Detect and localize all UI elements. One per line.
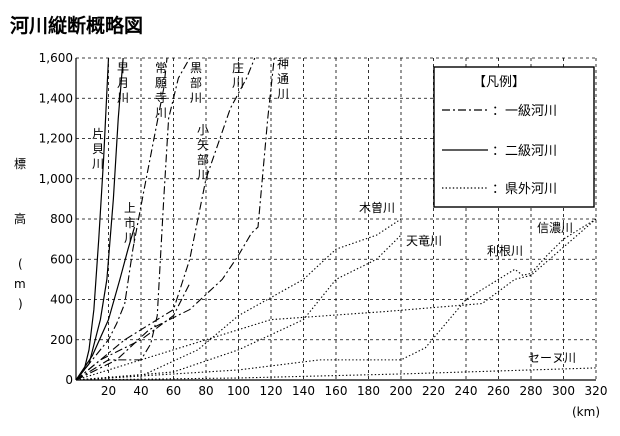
y-tick-label: 0 [65, 373, 73, 387]
x-tick-label: 140 [292, 384, 315, 398]
legend-label: ：二級河川 [492, 144, 557, 159]
y-tick-label: 1,000 [39, 172, 73, 186]
legend-label: ：県外河川 [492, 182, 557, 197]
x-tick-label: 280 [520, 384, 543, 398]
legend-label: ：一級河川 [492, 104, 557, 119]
x-tick-label: 240 [455, 384, 478, 398]
series-label: 木曽川 [359, 200, 395, 215]
series-label: 上市川 [124, 201, 136, 245]
series-label: 小矢部川 [197, 123, 209, 182]
tick-labels: 20 40 60 80 100 120 140 160 180 200 220 240 260 280 30… [39, 51, 608, 398]
series-label: 利根川 [487, 244, 523, 258]
chart-title: 河川縦断概略図 [10, 14, 143, 37]
series-line-7 [75, 57, 256, 381]
x-tick-label: 180 [357, 384, 380, 398]
x-tick-label: 300 [552, 384, 575, 398]
series-line-9 [75, 218, 402, 381]
y-tick-label: 600 [50, 252, 73, 266]
legend-title: 【凡例】 [473, 75, 525, 90]
series-label: 片貝川 [92, 127, 104, 171]
y-tick-label: 200 [50, 333, 73, 347]
y-tick-label: 1,200 [39, 132, 73, 146]
series-label: 常願寺川 [155, 61, 167, 120]
y-tick-label: 400 [50, 293, 73, 307]
legend: 【凡例】 ：一級河川 ：二級河川 ：県外河川 [433, 66, 595, 208]
x-tick-label: 160 [325, 384, 348, 398]
y-tick-label: 1,600 [39, 51, 73, 65]
y-axis-label-text: 標高(m) [14, 157, 26, 311]
x-tick-label: 100 [227, 384, 250, 398]
series-line-10 [75, 234, 402, 381]
series-label: 信濃川 [537, 221, 573, 235]
x-tick-label: 200 [390, 384, 413, 398]
legend-box [433, 66, 595, 208]
series-line-5 [75, 57, 191, 381]
series-layer [75, 57, 597, 381]
series-line-4 [75, 57, 168, 381]
x-axis-unit: (km) [572, 405, 600, 419]
series-label: セーヌ川 [528, 351, 576, 365]
x-tick-label: 40 [133, 384, 148, 398]
series-line-11 [75, 218, 597, 381]
series-line-3 [75, 226, 136, 381]
y-tick-label: 800 [50, 212, 73, 226]
series-label: 早月川 [117, 61, 129, 105]
y-tick-label: 1,400 [39, 91, 73, 105]
y-axis-label: 標高(m) [14, 157, 26, 311]
x-tick-label: 220 [422, 384, 445, 398]
axes [75, 58, 596, 381]
series-label: 天竜川 [406, 234, 442, 248]
series-label: 神通川 [277, 57, 289, 101]
x-tick-label: 120 [260, 384, 283, 398]
x-tick-label: 80 [198, 384, 213, 398]
x-tick-label: 260 [487, 384, 510, 398]
series-line-8 [75, 57, 275, 381]
series-label: 庄川 [232, 60, 244, 90]
x-tick-label: 320 [585, 384, 608, 398]
series-label: 黒部川 [190, 61, 202, 105]
x-tick-label: 20 [101, 384, 116, 398]
series-line-6 [75, 283, 191, 381]
x-tick-label: 60 [166, 384, 181, 398]
